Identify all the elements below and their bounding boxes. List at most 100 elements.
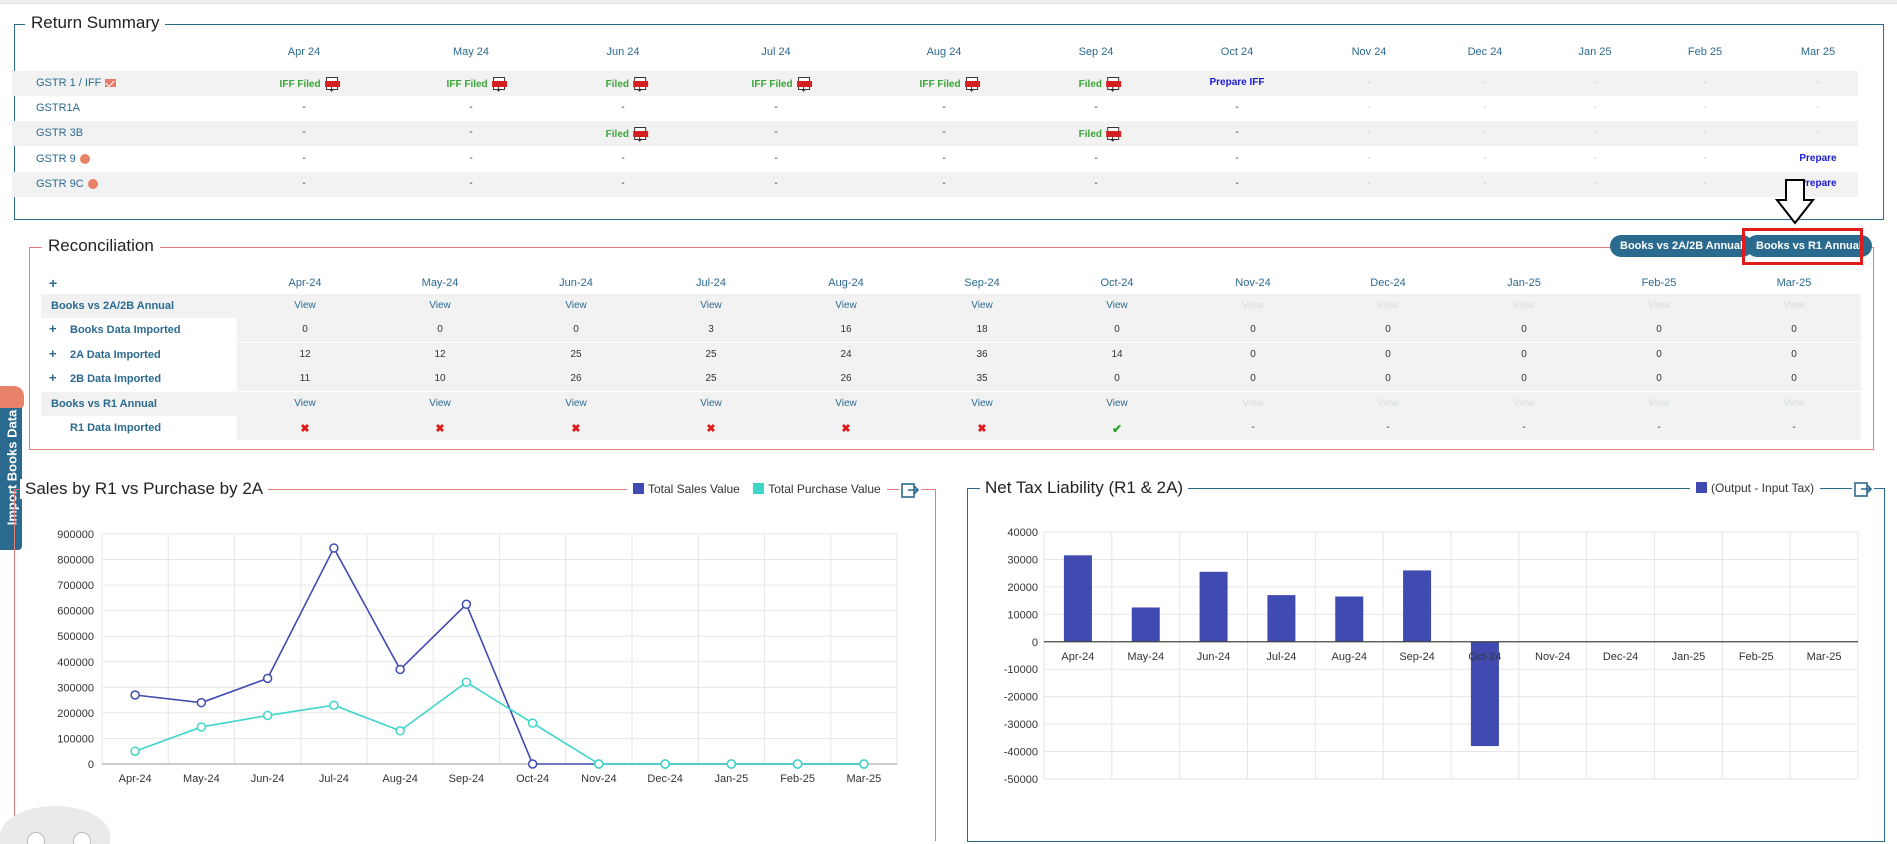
view-link[interactable]: View <box>294 300 316 311</box>
status-cell: Prepare IFF <box>1209 77 1264 88</box>
status-cell: - <box>1386 422 1390 433</box>
info-icon[interactable] <box>87 179 98 190</box>
return-type-link[interactable]: GSTR 1 / IFF <box>36 77 117 89</box>
export-icon[interactable] <box>1852 479 1874 499</box>
row-label-text: Books vs R1 Annual <box>51 398 157 410</box>
status-cell: - <box>1367 102 1371 113</box>
pdf-download-icon[interactable] <box>325 77 341 92</box>
expand-icon[interactable]: + <box>49 321 57 336</box>
view-link[interactable]: View <box>294 398 316 409</box>
info-icon[interactable] <box>79 154 90 165</box>
status-cell: IFF Filed <box>752 77 813 92</box>
data-point <box>527 759 538 769</box>
count-cell: 0 <box>302 324 308 335</box>
month-header: Dec 24 <box>1467 46 1503 58</box>
return-type-label: GSTR 9 <box>36 153 76 165</box>
pdf-download-icon[interactable] <box>797 77 813 92</box>
pdf-download-icon[interactable] <box>1106 127 1122 142</box>
row-label: Books vs R1 Annual <box>41 392 237 416</box>
status-cell: - <box>302 102 306 113</box>
return-type-link[interactable]: GSTR 9C <box>36 178 98 190</box>
count-cell: 0 <box>1521 349 1527 360</box>
view-link[interactable]: View <box>700 398 722 409</box>
y-tick-label: 10000 <box>1007 609 1038 621</box>
tax-chart-panel: Net Tax Liability (R1 & 2A) (Output - In… <box>967 478 1885 842</box>
status-cell: - <box>1367 77 1371 88</box>
x-tick-label: Jan-25 <box>1672 651 1706 663</box>
x-tick-label: Oct-24 <box>516 773 549 785</box>
status-cell: - <box>1235 102 1239 113</box>
books-vs-r1-annual-button[interactable]: Books vs R1 Annual <box>1746 235 1872 257</box>
count-cell: 0 <box>1656 349 1662 360</box>
purchase-legend-label[interactable]: Total Purchase Value <box>768 482 881 496</box>
count-cell: 0 <box>1250 349 1256 360</box>
x-tick-label: Mar-25 <box>846 773 881 785</box>
data-point <box>262 710 273 721</box>
export-icon[interactable] <box>899 480 921 500</box>
pdf-download-icon[interactable] <box>633 127 649 142</box>
status-cell: - <box>302 178 306 189</box>
return-type-link[interactable]: GSTR1A <box>36 102 80 114</box>
x-tick-label: May-24 <box>1127 651 1164 663</box>
table-row: GSTR 3B - - Filed - - Filed - - - - - - <box>12 121 1858 146</box>
status-cell: IFF Filed <box>280 77 341 92</box>
data-point <box>395 664 405 675</box>
bar <box>1063 555 1092 642</box>
count-cell: 0 <box>1114 373 1120 384</box>
sales-legend-label[interactable]: Total Sales Value <box>648 482 740 496</box>
data-point <box>461 677 472 687</box>
view-link[interactable]: View <box>1106 300 1128 311</box>
view-link: View <box>1377 300 1399 311</box>
import-icon[interactable] <box>0 386 24 408</box>
status-cell: Filed <box>606 77 649 92</box>
return-type-link[interactable]: GSTR 3B <box>36 127 83 139</box>
mail-icon[interactable] <box>105 79 117 88</box>
y-tick-label: 40000 <box>1007 527 1038 539</box>
expand-all-icon[interactable]: + <box>49 275 58 291</box>
pdf-download-icon[interactable] <box>1106 77 1122 92</box>
status-cell: - <box>1593 102 1597 113</box>
pdf-download-icon[interactable] <box>492 77 508 92</box>
cross-icon: ✖ <box>841 423 851 435</box>
view-link[interactable]: View <box>971 398 993 409</box>
return-type-link[interactable]: GSTR 9 <box>36 153 90 165</box>
status-cell: - <box>1593 153 1597 164</box>
pdf-download-icon[interactable] <box>633 77 649 92</box>
view-link[interactable]: View <box>700 300 722 311</box>
view-link[interactable]: View <box>835 398 857 409</box>
month-header: Feb-25 <box>1641 277 1677 289</box>
return-type-label: GSTR 1 / IFF <box>36 77 102 89</box>
prepare-link[interactable]: Prepare <box>1799 178 1837 189</box>
view-link[interactable]: View <box>971 300 993 311</box>
x-tick-label: Jul-24 <box>319 773 349 785</box>
x-tick-label: Mar-25 <box>1807 651 1842 663</box>
prepare-link[interactable]: Prepare IFF <box>1209 77 1265 88</box>
table-row: GSTR 9 - - - - - - - - - - - Prepare <box>12 147 1858 172</box>
month-header: Jul-24 <box>696 277 726 289</box>
view-link: View <box>1783 398 1805 409</box>
view-link[interactable]: View <box>565 398 587 409</box>
view-link[interactable]: View <box>835 300 857 311</box>
prepare-link[interactable]: Prepare <box>1799 153 1837 164</box>
count-cell: 12 <box>434 349 446 360</box>
data-point <box>792 759 803 769</box>
cross-icon: ✖ <box>435 423 445 435</box>
return-summary-panel: Return Summary <box>14 13 1884 220</box>
books-vs-2a2b-annual-button[interactable]: Books vs 2A/2B Annual <box>1610 235 1754 257</box>
tax-legend-label[interactable]: (Output - Input Tax) <box>1711 481 1815 495</box>
expand-icon[interactable]: + <box>49 346 57 361</box>
status-cell: - <box>302 127 306 138</box>
view-link[interactable]: View <box>565 300 587 311</box>
expand-icon[interactable]: + <box>49 370 57 385</box>
status-cell: - <box>1483 178 1487 189</box>
status-cell: - <box>1094 102 1098 113</box>
view-link[interactable]: View <box>429 300 451 311</box>
pdf-download-icon[interactable] <box>965 77 981 92</box>
y-tick-label: 800000 <box>57 555 94 567</box>
view-link[interactable]: View <box>429 398 451 409</box>
x-tick-label: Nov-24 <box>1535 651 1570 663</box>
import-books-data-tab[interactable] <box>0 388 22 550</box>
view-link[interactable]: View <box>1106 398 1128 409</box>
row-background <box>237 294 1861 318</box>
month-header: Aug-24 <box>828 277 864 289</box>
